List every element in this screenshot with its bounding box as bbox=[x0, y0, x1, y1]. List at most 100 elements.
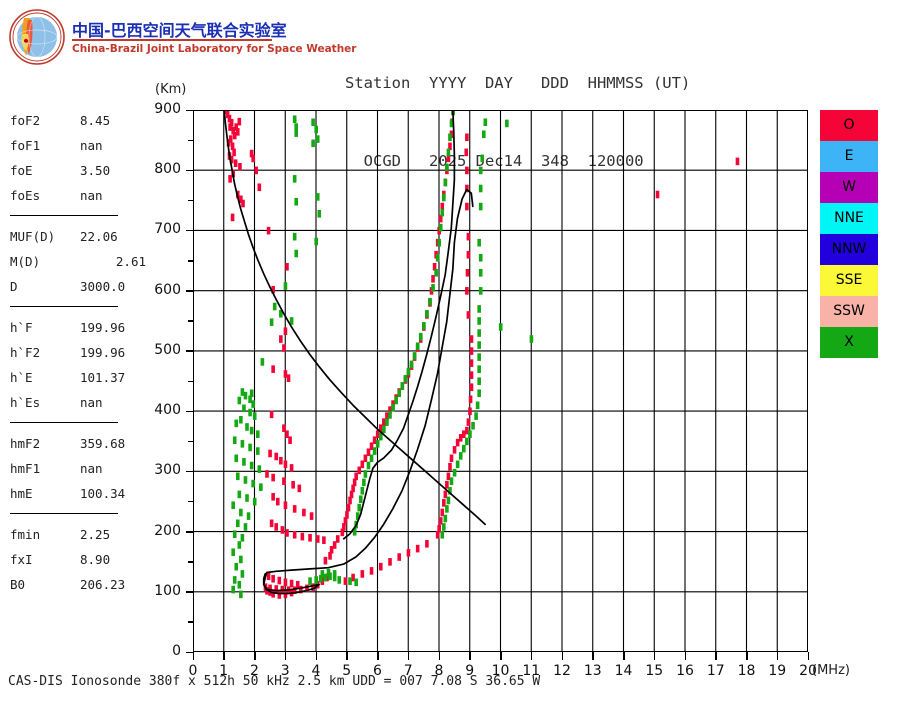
x-axis-tick-label: 10 bbox=[491, 663, 510, 679]
x-axis-tick bbox=[377, 652, 379, 660]
station-header-labels: Station YYYY DAY DDD HHMMSS (UT) bbox=[345, 74, 691, 92]
parameter-key: foF2 bbox=[10, 113, 41, 128]
parameter-group-divider bbox=[10, 306, 118, 307]
y-axis-tick bbox=[186, 531, 194, 533]
x-axis-tick bbox=[192, 652, 194, 660]
x-axis-tick bbox=[223, 652, 225, 660]
parameter-value: 3.50 bbox=[80, 163, 111, 178]
plot-frame bbox=[193, 110, 808, 652]
org-name-en: China-Brazil Joint Laboratory for Space … bbox=[72, 43, 357, 55]
legend-item-w[interactable]: W bbox=[820, 172, 878, 203]
x-axis-tick-label: 3 bbox=[280, 663, 290, 679]
polarization-legend: O E W NNE NNW SSE SSW X bbox=[820, 110, 878, 358]
y-axis-minor-tick bbox=[188, 440, 194, 443]
parameter-value: 100.34 bbox=[80, 486, 126, 501]
plot-gridlines bbox=[193, 110, 808, 652]
x-axis-tick-label: 2 bbox=[250, 663, 259, 679]
x-axis-tick-label: 6 bbox=[373, 663, 382, 679]
ionogram-canvas[interactable] bbox=[193, 110, 808, 652]
parameter-value: nan bbox=[80, 138, 103, 153]
legend-item-nne[interactable]: NNE bbox=[820, 203, 878, 234]
y-axis-tick bbox=[186, 169, 194, 172]
y-axis-unit-label: (Km) bbox=[155, 82, 187, 97]
x-axis-tick bbox=[469, 652, 471, 660]
parameter-row: foE 3.50 bbox=[8, 158, 148, 183]
x-axis-unit-label: (MHz) bbox=[812, 663, 850, 678]
y-axis-tick-label: 800 bbox=[154, 161, 181, 178]
x-axis-tick-label: 13 bbox=[583, 663, 602, 679]
parameter-key: B0 bbox=[10, 577, 26, 592]
parameter-row: M(D) 2.61 bbox=[8, 249, 148, 274]
parameter-row: foF2 8.45 bbox=[8, 108, 148, 133]
instrument-footer: CAS-DIS Ionosonde 380f x 512h 50 kHz 2.5… bbox=[8, 674, 541, 689]
parameter-key: M(D) bbox=[10, 254, 41, 269]
parameter-value: 359.68 bbox=[80, 436, 126, 451]
parameter-key: foE bbox=[10, 163, 33, 178]
x-axis-tick bbox=[500, 652, 502, 660]
x-axis-tick-label: 18 bbox=[737, 663, 756, 679]
y-axis-tick bbox=[186, 410, 194, 413]
parameter-key: h`F2 bbox=[10, 345, 41, 360]
y-axis-tick bbox=[186, 350, 194, 352]
x-axis-tick-label: 1 bbox=[219, 663, 229, 679]
x-axis-tick-label: 15 bbox=[645, 663, 664, 679]
legend-item-nnw[interactable]: NNW bbox=[820, 234, 878, 265]
globe-emblem-icon bbox=[9, 9, 65, 65]
y-axis-minor-tick bbox=[188, 500, 194, 503]
legend-item-e[interactable]: E bbox=[820, 141, 878, 172]
y-axis-tick bbox=[186, 109, 194, 111]
y-axis-tick bbox=[186, 229, 194, 232]
y-axis-tick-label: 100 bbox=[154, 582, 181, 599]
x-axis-tick-label: 12 bbox=[553, 663, 571, 679]
x-axis-tick-label: 5 bbox=[342, 663, 352, 679]
org-name-cn: 中国-巴西空间天气联合实验室 bbox=[72, 21, 287, 40]
parameter-value: 206.23 bbox=[80, 577, 126, 592]
parameter-value: nan bbox=[80, 395, 103, 410]
x-axis-tick bbox=[776, 652, 779, 660]
x-axis-tick bbox=[715, 652, 717, 660]
y-axis-tick-label: 500 bbox=[154, 341, 181, 358]
parameter-row: fmin 2.25 bbox=[8, 522, 148, 547]
parameter-row: D 3000.0 bbox=[8, 274, 148, 299]
parameter-value: 199.96 bbox=[80, 345, 126, 360]
x-axis-tick bbox=[284, 652, 287, 660]
x-axis-tick bbox=[592, 652, 594, 660]
branding-block: 中国-巴西空间天气联合实验室 China-Brazil Joint Labora… bbox=[8, 6, 356, 68]
model-curve-e-layer-loop bbox=[262, 188, 474, 595]
legend-item-x[interactable]: X bbox=[820, 327, 878, 358]
parameter-value: 8.90 bbox=[80, 552, 111, 567]
ionogram-plot[interactable] bbox=[193, 110, 808, 652]
parameter-key: hmE bbox=[10, 486, 33, 501]
parameter-row: B0 206.23 bbox=[8, 572, 148, 597]
x-axis-tick bbox=[807, 652, 809, 660]
parameter-value: 199.96 bbox=[80, 320, 126, 335]
parameter-key: D bbox=[10, 279, 18, 294]
y-axis-minor-tick bbox=[188, 260, 194, 262]
parameter-value: nan bbox=[80, 188, 103, 203]
parameter-value: 2.61 bbox=[115, 254, 146, 269]
parameter-value: 3000.0 bbox=[80, 279, 126, 294]
model-curve-mirror-branch bbox=[342, 110, 456, 540]
x-axis-tick-label: 4 bbox=[311, 663, 321, 679]
legend-item-sse[interactable]: SSE bbox=[820, 265, 878, 296]
legend-item-o[interactable]: O bbox=[820, 110, 878, 141]
x-axis-tick bbox=[746, 652, 748, 660]
x-axis-tick bbox=[407, 652, 410, 660]
y-axis-tick-label: 900 bbox=[154, 101, 181, 117]
parameter-key: h`F bbox=[10, 320, 33, 335]
parameter-row: fxI 8.90 bbox=[8, 547, 148, 572]
org-divider bbox=[72, 39, 272, 41]
x-axis-tick bbox=[346, 652, 348, 660]
parameter-key: foF1 bbox=[10, 138, 41, 153]
y-axis-tick-label: 700 bbox=[154, 221, 181, 238]
y-axis-tick bbox=[186, 290, 194, 292]
legend-item-ssw[interactable]: SSW bbox=[820, 296, 878, 327]
x-axis-tick bbox=[623, 652, 625, 660]
parameter-row: hmF1 nan bbox=[8, 456, 148, 481]
y-axis-tick bbox=[186, 591, 194, 593]
x-axis-tick-label: 19 bbox=[768, 663, 787, 679]
x-axis-tick bbox=[438, 652, 440, 660]
y-axis-tick-label: 600 bbox=[154, 281, 181, 298]
series-o bbox=[223, 110, 740, 599]
y-axis-minor-tick bbox=[188, 380, 194, 382]
